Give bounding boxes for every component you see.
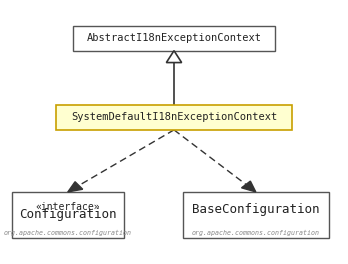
Polygon shape	[242, 181, 256, 192]
Text: SystemDefaultI18nExceptionContext: SystemDefaultI18nExceptionContext	[71, 112, 277, 122]
FancyBboxPatch shape	[12, 192, 124, 238]
Text: BaseConfiguration: BaseConfiguration	[192, 203, 319, 216]
FancyBboxPatch shape	[183, 192, 329, 238]
Text: AbstractI18nExceptionContext: AbstractI18nExceptionContext	[87, 33, 261, 43]
Polygon shape	[68, 182, 83, 192]
Text: org.apache.commons.configuration: org.apache.commons.configuration	[192, 229, 320, 235]
Text: org.apache.commons.configuration: org.apache.commons.configuration	[4, 229, 132, 235]
Text: «interface»: «interface»	[35, 202, 100, 212]
Text: Configuration: Configuration	[19, 208, 117, 221]
FancyBboxPatch shape	[73, 26, 275, 51]
Polygon shape	[166, 51, 182, 63]
FancyBboxPatch shape	[56, 105, 292, 130]
